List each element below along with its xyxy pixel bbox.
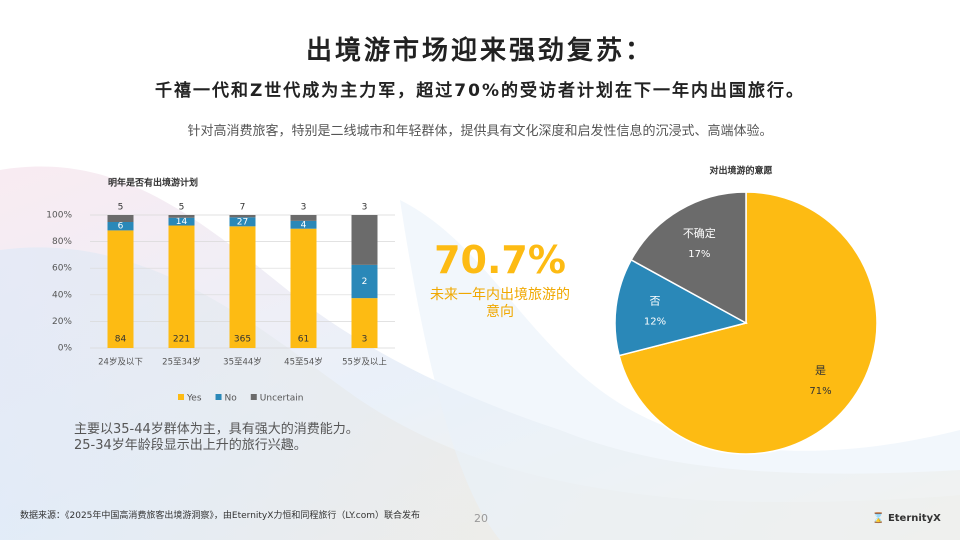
- bar-segment: [107, 222, 134, 231]
- data-label: 3: [301, 203, 307, 213]
- data-label: 5: [118, 203, 124, 213]
- pie-slice: [630, 191, 747, 325]
- logo-text: EternityX: [887, 513, 941, 524]
- pie-slice: [614, 258, 749, 357]
- data-label: 4: [301, 220, 307, 230]
- x-tick-label: 55岁及以上: [342, 357, 387, 368]
- data-label: 7: [240, 203, 246, 213]
- bar-segment: [107, 215, 134, 222]
- y-tick-label: 20%: [52, 317, 72, 327]
- slice-label: 否: [650, 295, 661, 308]
- bar-segment: [229, 217, 256, 227]
- y-tick-label: 80%: [52, 237, 72, 247]
- slice-value: 71%: [809, 386, 831, 397]
- bar-segment: [290, 220, 317, 229]
- bar-segment: [229, 226, 256, 348]
- bar-segment: [168, 217, 195, 226]
- bar-segment: [107, 230, 134, 348]
- page-number: 20: [474, 512, 488, 525]
- slice-value: 17%: [688, 249, 710, 260]
- legend-label: No: [225, 394, 238, 404]
- bar-segment: [290, 228, 317, 348]
- data-label: 2: [362, 277, 368, 287]
- y-tick-label: 100%: [46, 211, 72, 221]
- legend-swatch: [250, 394, 257, 400]
- data-label: 61: [298, 335, 309, 345]
- data-label: 3: [362, 335, 368, 345]
- data-label: 221: [173, 335, 190, 345]
- bar-segment: [168, 225, 195, 348]
- legend-swatch: [215, 394, 222, 400]
- x-tick-label: 45至54岁: [284, 357, 323, 368]
- bar-segment: [351, 215, 378, 265]
- x-tick-label: 35至44岁: [223, 357, 262, 368]
- callout-value: 70.7%: [434, 238, 566, 282]
- note: 主要以35-44岁群体为主，具有强大的消费能力。: [74, 422, 359, 437]
- data-label: 365: [234, 335, 251, 345]
- legend-label: Uncertain: [260, 394, 304, 404]
- bar-segment: [351, 298, 378, 348]
- data-label: 27: [237, 217, 248, 227]
- data-label: 6: [118, 222, 124, 232]
- x-tick-label: 24岁及以下: [98, 357, 143, 368]
- legend-label: Yes: [186, 394, 202, 404]
- x-tick-label: 25至34岁: [162, 357, 201, 368]
- data-label: 14: [176, 217, 188, 227]
- description: 针对高消费旅客，特别是二线城市和年轻群体，提供具有文化深度和启发性信息的沉浸式、…: [187, 124, 773, 139]
- callout-label: 未来一年内出境旅游的意向: [430, 287, 570, 320]
- slice-value: 12%: [644, 317, 666, 328]
- slide-subtitle: 千禧一代和Z世代成为主力军，超过70%的受访者计划在下一年内出国旅行。: [154, 81, 806, 101]
- bar-segment: [168, 215, 195, 218]
- source: 数据来源：《2025年中国高消费旅客出境游洞察》，由EternityX力恒和同程…: [20, 511, 421, 521]
- y-tick-label: 60%: [52, 264, 72, 274]
- bar-segment: [229, 215, 256, 218]
- slice-label: 不确定: [683, 226, 716, 240]
- chart-title: 明年是否有出境游计划: [108, 177, 198, 189]
- data-label: 5: [179, 203, 185, 213]
- y-tick-label: 0%: [58, 344, 73, 354]
- slice-label: 是: [815, 364, 826, 377]
- logo: ⌛ EternityX: [872, 513, 941, 524]
- bar-segment: [290, 215, 317, 221]
- note: 25-34岁年龄段显示出上升的旅行兴趣。: [74, 438, 307, 453]
- slide-title: 出境游市场迎来强劲复苏：: [305, 36, 654, 66]
- y-tick-label: 40%: [52, 290, 72, 300]
- bar-segment: [351, 264, 378, 299]
- data-label: 3: [362, 203, 368, 213]
- legend-swatch: [178, 394, 184, 400]
- data-label: 84: [115, 335, 127, 345]
- chart-title: 对出境游的意愿: [709, 165, 772, 177]
- pie-slice: [618, 191, 878, 455]
